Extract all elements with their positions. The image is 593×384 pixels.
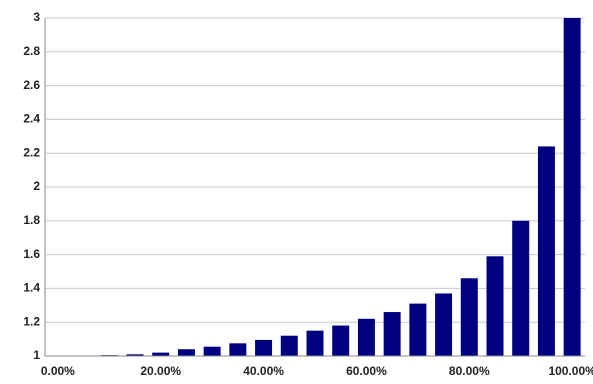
bar [126,354,144,356]
y-tick-label: 2.2 [23,145,40,159]
y-tick-label: 1 [33,348,40,362]
bar [460,278,478,356]
y-tick-label: 3 [33,10,40,24]
y-tick-label: 1.8 [23,213,40,227]
bar [435,293,453,356]
bar [152,352,170,356]
x-tick-label: 40.00% [243,364,284,378]
x-tick-label: 60.00% [346,364,387,378]
x-tick-label: 0.00% [41,364,75,378]
x-tick-label: 80.00% [449,364,490,378]
bar [409,303,427,356]
bar [203,346,221,356]
y-tick-label: 2.8 [23,44,40,58]
bar [280,335,298,356]
bar [383,312,401,356]
y-tick-label: 1.6 [23,247,40,261]
bar [255,339,273,356]
y-tick-label: 2.4 [23,112,40,126]
bar [332,325,350,356]
y-tick-label: 1.2 [23,314,40,328]
x-tick-label: 100.00% [548,364,593,378]
y-tick-label: 2 [33,179,40,193]
y-tick-label: 2.6 [23,78,40,92]
bar [177,349,195,356]
x-tick-label: 20.00% [140,364,181,378]
bar [512,220,530,356]
bar [563,18,581,356]
y-tick-label: 1.4 [23,281,40,295]
bar [357,318,375,356]
bar [306,330,324,356]
bar [229,343,247,356]
bar [486,256,504,356]
bar [537,146,555,356]
